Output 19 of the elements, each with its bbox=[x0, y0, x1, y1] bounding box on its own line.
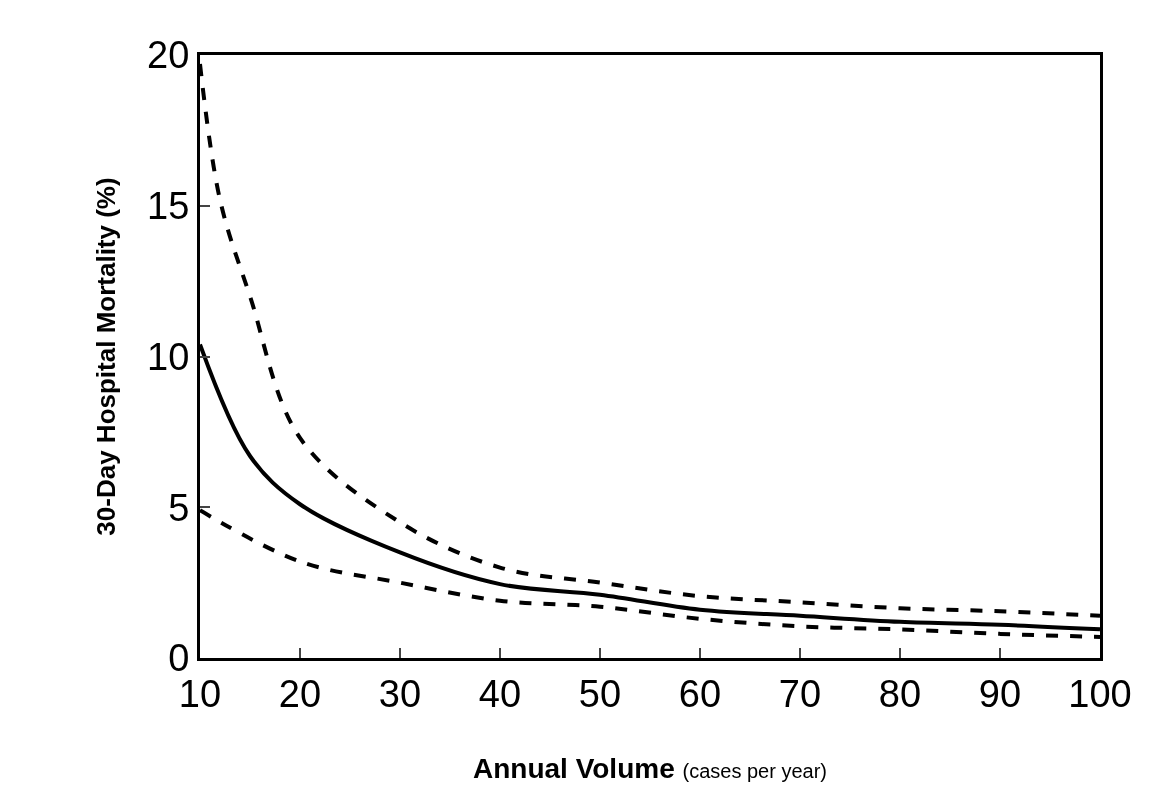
y-tick-label: 15 bbox=[147, 185, 190, 228]
x-tick-label: 70 bbox=[778, 672, 822, 715]
y-tick-label: 5 bbox=[168, 486, 190, 529]
x-tick-label: 100 bbox=[1068, 672, 1132, 715]
x-axis-title: Annual Volume (cases per year) bbox=[473, 752, 827, 784]
x-tick-label: 50 bbox=[578, 672, 622, 715]
line-series bbox=[200, 62, 1100, 618]
y-tick-label: 10 bbox=[147, 335, 190, 378]
y-axis-title: 30-Day Hospital Mortality (%) bbox=[90, 177, 121, 536]
line-series bbox=[200, 342, 1100, 632]
x-tick-label: 80 bbox=[878, 672, 922, 715]
x-tick-label: 60 bbox=[678, 672, 722, 715]
x-tick-label: 20 bbox=[278, 672, 322, 715]
x-tick-label: 30 bbox=[378, 672, 422, 715]
x-tick-label: 40 bbox=[478, 672, 522, 715]
x-tick-label: 90 bbox=[978, 672, 1022, 715]
line-series bbox=[200, 508, 1100, 639]
y-tick-label: 0 bbox=[168, 637, 190, 680]
y-tick-label: 20 bbox=[147, 34, 190, 77]
